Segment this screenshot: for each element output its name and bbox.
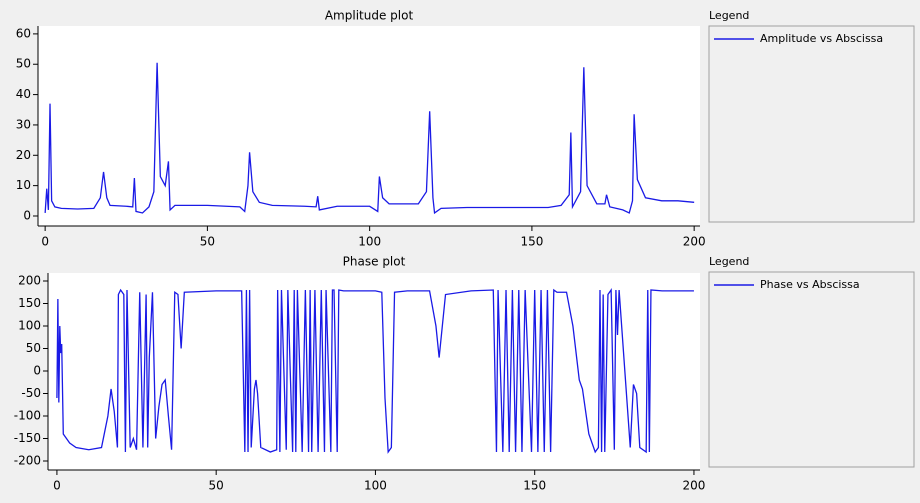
- y-tick-label: -50: [21, 386, 41, 400]
- y-tick-label: -150: [14, 431, 41, 445]
- y-tick-label: 50: [16, 57, 31, 71]
- x-tick-label: 0: [41, 235, 49, 249]
- legend-label: Phase vs Abscissa: [760, 278, 860, 291]
- x-tick-label: 50: [209, 479, 224, 493]
- y-tick-label: -100: [14, 409, 41, 423]
- legend-box: [708, 25, 915, 223]
- y-tick-label: 60: [16, 26, 31, 40]
- y-tick-label: 200: [18, 274, 41, 288]
- x-tick-label: 0: [53, 479, 61, 493]
- y-tick-label: 0: [23, 208, 31, 222]
- x-tick-label: 100: [358, 235, 381, 249]
- legend-title: Legend: [709, 255, 749, 268]
- y-tick-label: 150: [18, 296, 41, 310]
- y-tick-label: 40: [16, 87, 31, 101]
- x-tick-label: 100: [364, 479, 387, 493]
- plot-area: [48, 273, 700, 470]
- x-tick-label: 150: [520, 235, 543, 249]
- y-tick-label: 50: [26, 341, 41, 355]
- legend-label: Amplitude vs Abscissa: [760, 32, 883, 45]
- y-tick-label: 20: [16, 148, 31, 162]
- chart-title: Phase plot: [343, 255, 406, 269]
- y-tick-label: 0: [33, 364, 41, 378]
- x-tick-label: 50: [200, 235, 215, 249]
- legend-box: [708, 271, 915, 468]
- chart-title: Amplitude plot: [325, 9, 414, 23]
- legend-title: Legend: [709, 9, 749, 22]
- plot-area: [38, 26, 700, 226]
- y-tick-label: -200: [14, 454, 41, 468]
- data-line: [44, 62, 695, 215]
- x-tick-label: 200: [682, 479, 705, 493]
- y-tick-label: 10: [16, 178, 31, 192]
- x-tick-label: 150: [523, 479, 546, 493]
- data-line: [56, 288, 694, 454]
- y-tick-label: 100: [18, 319, 41, 333]
- y-tick-label: 30: [16, 117, 31, 131]
- x-tick-label: 200: [683, 235, 706, 249]
